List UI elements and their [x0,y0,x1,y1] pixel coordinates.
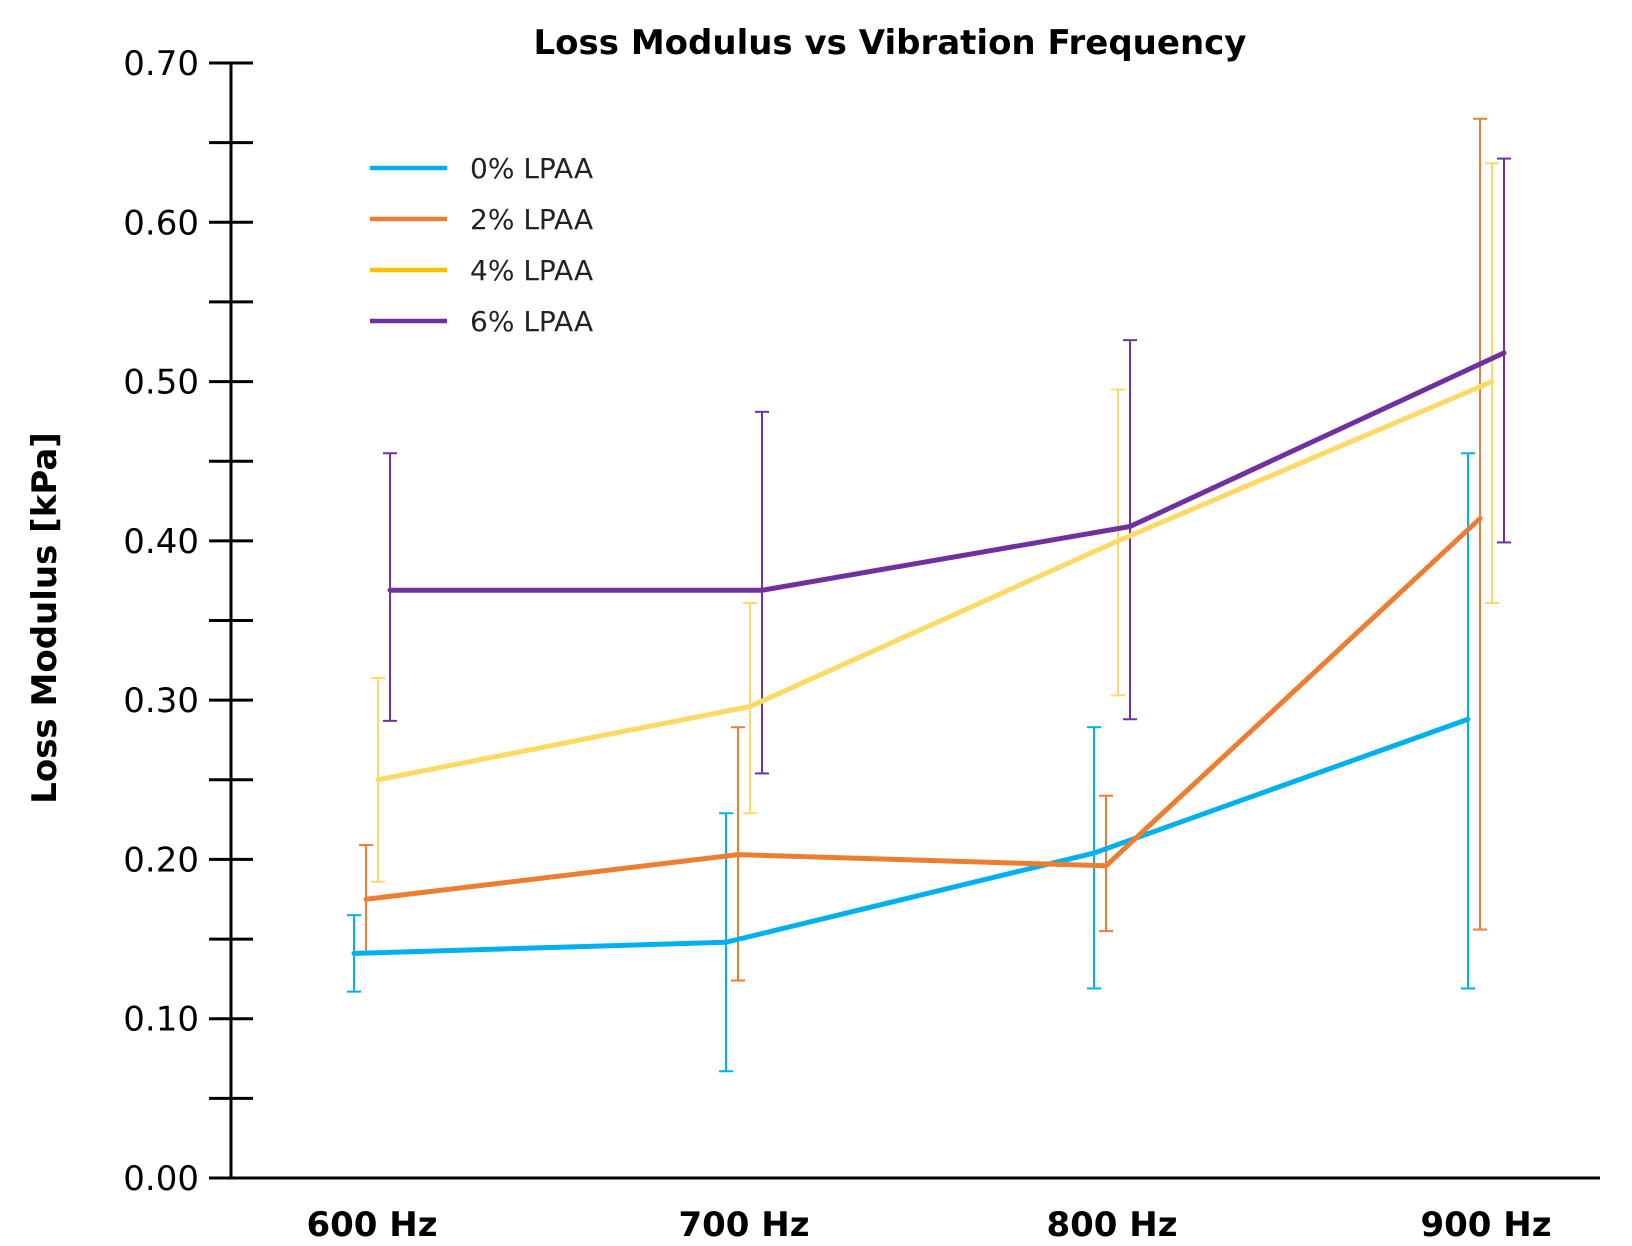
series-lines [351,350,1507,956]
x-tick-label: 600 Hz [306,1205,437,1245]
series-line [363,516,1483,902]
legend: 0% LPAA 2% LPAA 4% LPAA 6% LPAA [370,152,593,338]
y-tick-label: 0.00 [123,1159,199,1199]
x-tick-label: 700 Hz [678,1205,809,1245]
x-tick-label: 800 Hz [1046,1205,1177,1245]
series-line [375,379,1495,783]
legend-label: 0% LPAA [470,152,593,185]
y-tick-label: 0.20 [123,840,199,880]
series-line [387,350,1507,593]
legend-label: 2% LPAA [470,203,593,236]
y-tick-label: 0.30 [123,681,199,721]
chart-title: Loss Modulus vs Vibration Frequency [534,23,1247,63]
y-tick-label: 0.10 [123,1000,199,1040]
y-tick-label: 0.70 [123,44,199,84]
y-tick-label: 0.50 [123,363,199,403]
y-tick-label: 0.60 [123,203,199,243]
legend-label: 4% LPAA [470,254,593,287]
y-axis-label: Loss Modulus [kPa] [25,432,65,804]
axes: 0.00 0.10 0.20 0.30 0.40 0.50 0.60 0.70 600 Hz 70… [123,44,1600,1245]
series-line [351,716,1471,956]
legend-label: 6% LPAA [470,305,593,338]
y-tick-label: 0.40 [123,522,199,562]
x-tick-label: 900 Hz [1420,1205,1551,1245]
